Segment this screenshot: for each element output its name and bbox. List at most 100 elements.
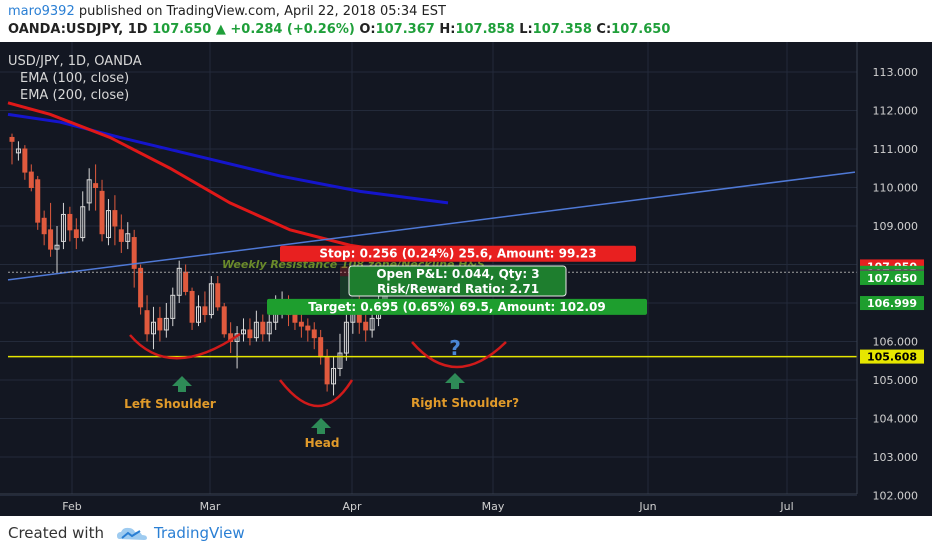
high-value: 107.858	[455, 22, 515, 37]
candle-body	[48, 229, 54, 250]
candle-body	[105, 210, 111, 239]
drawings: Weekly Resistance 108 zone/Neckline H&SS…	[124, 245, 647, 450]
price-tick-label: 113.000	[873, 66, 919, 79]
candle-body	[266, 321, 272, 335]
candle-body	[28, 171, 34, 189]
candle-body	[215, 283, 221, 308]
candle-body	[35, 179, 41, 223]
up-arrow-icon	[445, 373, 465, 389]
candle-body	[331, 367, 337, 385]
candle-body	[247, 329, 253, 339]
price-marker-label: 105.608	[867, 351, 917, 364]
last-price: 107.650	[152, 22, 212, 37]
target-label: Target: 0.695 (0.65%) 69.5, Amount: 102.…	[308, 300, 606, 314]
candle-body	[131, 237, 137, 269]
price-tick-label: 105.000	[873, 374, 919, 387]
candle-body	[15, 148, 21, 154]
price-tick-label: 109.000	[873, 220, 919, 233]
publish-info: maro9392 published on TradingView.com, A…	[8, 4, 446, 19]
price-marker-label: 106.999	[867, 297, 917, 310]
time-tick-label: Apr	[342, 500, 362, 513]
question-mark: ?	[449, 336, 461, 360]
axes: 113.000112.000111.000110.000109.000108.0…	[0, 42, 932, 516]
candle-body	[86, 179, 92, 204]
candle-body	[195, 306, 201, 323]
candle-body	[292, 314, 298, 323]
candle-body	[93, 183, 99, 188]
candle-body	[318, 337, 324, 358]
footer: Created with TradingView	[0, 516, 932, 550]
chart-area[interactable]: Weekly Resistance 108 zone/Neckline H&S S…	[0, 42, 932, 516]
candle-body	[138, 267, 144, 308]
pl-box	[348, 265, 567, 297]
author-link[interactable]: maro9392	[8, 4, 75, 19]
candle-body	[369, 317, 375, 331]
price-chart[interactable]: Weekly Resistance 108 zone/Neckline H&SS…	[0, 42, 932, 516]
legend-ema100: EMA (100, close)	[20, 71, 129, 86]
grid	[0, 42, 932, 516]
candle-body	[208, 283, 214, 316]
candle-body	[311, 329, 317, 339]
price-marker-label: 107.650	[867, 272, 917, 285]
candle-body	[54, 244, 60, 250]
left-shoulder-arc	[129, 332, 241, 360]
symbol-name: OANDA:USDJPY, 1D	[8, 22, 148, 37]
candle-body	[183, 271, 189, 292]
candle-body	[99, 190, 105, 235]
time-tick-label: Feb	[62, 500, 81, 513]
publish-header: maro9392 published on TradingView.com, A…	[0, 0, 932, 42]
ema100-line	[7, 112, 449, 205]
head-arc	[279, 379, 354, 408]
candle-body	[22, 148, 28, 173]
candle-body	[305, 325, 311, 331]
price-change: +0.284 (+0.26%)	[230, 22, 355, 37]
low-value: 107.358	[532, 22, 592, 37]
price-marker	[860, 296, 924, 311]
price-tick-label: 103.000	[873, 451, 919, 464]
candle-body	[337, 352, 343, 369]
candle-body	[241, 329, 247, 335]
chart-legend: USD/JPY, 1D, OANDA EMA (100, close) EMA …	[8, 54, 142, 103]
candle-body	[363, 321, 369, 331]
close-value: 107.650	[611, 22, 671, 37]
candle-body	[253, 321, 259, 339]
time-tick-label: May	[482, 500, 505, 513]
open-value: 107.367	[375, 22, 435, 37]
candle-body	[221, 306, 227, 335]
candle-body	[157, 317, 163, 331]
low-label: L:	[519, 22, 533, 37]
right-shoulder-arc	[411, 341, 507, 369]
candle-body	[73, 229, 79, 239]
candle-body	[324, 356, 330, 385]
candle-body	[118, 229, 124, 242]
high-label: H:	[439, 22, 456, 37]
candle-body	[176, 267, 182, 296]
candle-body	[202, 306, 208, 316]
trendline	[7, 171, 856, 281]
up-arrow-icon: ▲	[215, 22, 226, 37]
time-tick-label: Jul	[779, 500, 793, 513]
candle-body	[298, 321, 304, 327]
published-text: published on TradingView.com, April 22, …	[78, 4, 446, 19]
risk-reward-label: Risk/Reward Ratio: 2.71	[377, 282, 539, 296]
candle-body	[41, 217, 47, 235]
tradingview-brand-link[interactable]: TradingView	[154, 524, 245, 542]
left-shoulder-label: Left Shoulder	[124, 397, 216, 411]
time-tick-label: Mar	[200, 500, 221, 513]
price-marker	[860, 349, 924, 364]
candle-body	[60, 213, 66, 242]
candle-body	[80, 206, 86, 239]
price-tick-label: 102.000	[873, 490, 919, 503]
price-tick-label: 110.000	[873, 182, 919, 195]
price-marker	[860, 270, 924, 285]
right-shoulder-label: Right Shoulder?	[411, 396, 519, 410]
close-label: C:	[596, 22, 612, 37]
open-pl-label: Open P&L: 0.044, Qty: 3	[376, 267, 539, 281]
candle-body	[260, 321, 266, 335]
price-tick-label: 106.000	[873, 336, 919, 349]
legend-title: USD/JPY, 1D, OANDA	[8, 54, 142, 69]
tradingview-cloud-icon	[117, 527, 147, 540]
candle-body	[9, 136, 15, 142]
head-label: Head	[305, 436, 340, 450]
target-box	[267, 298, 647, 315]
